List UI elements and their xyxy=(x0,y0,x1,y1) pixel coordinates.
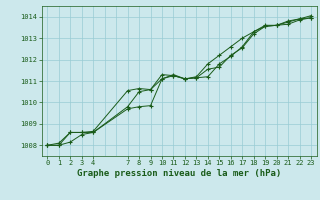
X-axis label: Graphe pression niveau de la mer (hPa): Graphe pression niveau de la mer (hPa) xyxy=(77,169,281,178)
